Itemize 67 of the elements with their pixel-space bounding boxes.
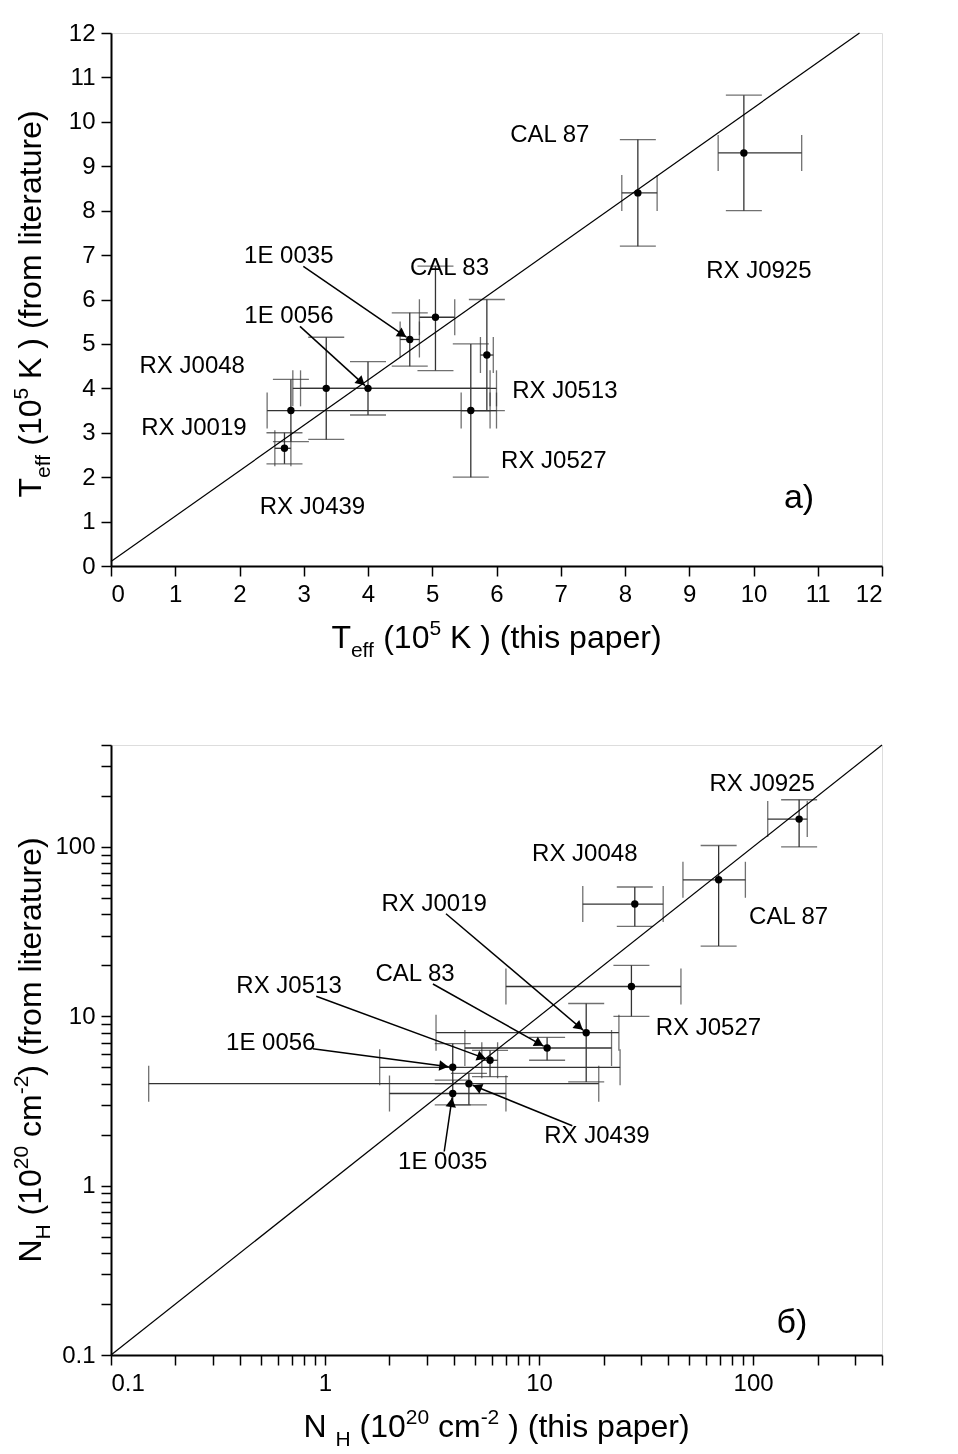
- y-tick-label: 10: [68, 107, 96, 135]
- y-tick-label: 1: [82, 1171, 96, 1199]
- x-tick-label: 100: [733, 1368, 774, 1396]
- annotation: CAL 83: [375, 958, 455, 986]
- point: [740, 149, 748, 157]
- annotation: RX J0019: [141, 412, 247, 440]
- annotation: 1E 0035: [244, 241, 334, 269]
- y-axis-title: NH (1020 cm-2) (from literature): [9, 837, 54, 1263]
- y-tick-label: 8: [82, 196, 96, 224]
- annotation: б): [776, 1302, 808, 1340]
- x-tick-label: 12: [855, 579, 883, 607]
- annotation: 1E 0035: [398, 1146, 488, 1174]
- annotation: RX J0513: [512, 376, 618, 404]
- x-tick-label: 0.1: [111, 1368, 145, 1396]
- x-tick-label: 3: [297, 579, 311, 607]
- annotation: RX J0527: [655, 1013, 762, 1041]
- point: [467, 406, 475, 415]
- y-tick-label: 7: [82, 240, 96, 268]
- annotation: RX J0439: [259, 492, 366, 520]
- annotation: 1E 0056: [226, 1028, 316, 1056]
- point: [322, 384, 330, 393]
- y-tick-label: 1: [82, 507, 96, 535]
- annotation: 1E 0056: [244, 301, 334, 329]
- x-tick-label: 2: [233, 579, 247, 607]
- point: [483, 351, 491, 359]
- x-tick-label: 1: [169, 579, 183, 607]
- annotation: RX J0925: [709, 769, 815, 797]
- y-tick-label: 100: [55, 832, 96, 860]
- point: [287, 406, 295, 415]
- x-tick-label: 6: [490, 579, 504, 607]
- x-tick-label: 9: [683, 579, 697, 607]
- annotation: RX J0925: [706, 255, 812, 283]
- y-tick-label: 6: [82, 285, 96, 312]
- annotation: RX J0513: [236, 971, 342, 999]
- y-tick-label: 3: [82, 418, 96, 446]
- x-tick-label: 10: [526, 1368, 553, 1396]
- point: [364, 384, 372, 393]
- y-tick-label: 10: [68, 1001, 96, 1029]
- y-tick-label: 5: [82, 329, 96, 357]
- annotation: a): [783, 477, 815, 515]
- x-tick-label: 1: [318, 1368, 333, 1396]
- annotation: RX J0048: [139, 351, 245, 379]
- annotation: CAL 83: [409, 253, 490, 281]
- y-tick-label: 2: [82, 462, 96, 490]
- annotation: CAL 87: [510, 119, 590, 147]
- x-tick-label: 7: [554, 579, 568, 607]
- y-tick-label: 0: [82, 551, 96, 579]
- annotation: RX J0439: [544, 1120, 650, 1148]
- y-tick-label: 4: [82, 373, 96, 401]
- x-tick-label: 0: [111, 579, 125, 607]
- point: [280, 444, 289, 452]
- annotation: RX J0048: [532, 839, 638, 867]
- y-tick-label: 12: [68, 18, 96, 46]
- x-tick-label: 10: [740, 579, 768, 607]
- annotation: RX J0019: [381, 888, 487, 916]
- x-tick-label: 11: [805, 579, 831, 607]
- x-tick-label: 8: [618, 579, 633, 607]
- y-tick-label: 9: [82, 151, 96, 179]
- x-tick-label: 4: [361, 579, 376, 607]
- annotation: CAL 87: [749, 901, 829, 929]
- point: [406, 335, 414, 344]
- y-axis-title: Teff (105 K ) (from literature): [9, 110, 54, 498]
- point: [431, 313, 440, 321]
- y-tick-label: 0.1: [62, 1340, 96, 1368]
- y-tick-label: 11: [70, 62, 96, 90]
- x-tick-label: 5: [426, 579, 440, 607]
- annotation: RX J0527: [501, 445, 607, 473]
